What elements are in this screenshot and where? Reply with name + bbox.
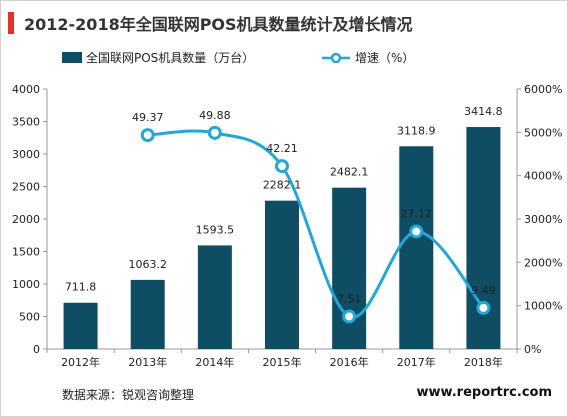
growth-point-2016年 (342, 309, 357, 324)
bar-2013年 (130, 279, 165, 349)
bar-value-label: 3414.8 (464, 105, 503, 118)
right-tick-label: 5000% (524, 126, 562, 139)
legend-line-marker (330, 52, 342, 64)
right-tick-label: 0% (524, 343, 541, 356)
bar-2015年 (265, 200, 299, 349)
left-tick-label: 0 (33, 343, 40, 356)
right-tick-label: 2000% (524, 256, 562, 269)
right-tick-label: 4000% (524, 170, 562, 183)
bar-value-label: 1063.2 (128, 258, 167, 271)
left-tick-label: 3500 (12, 116, 40, 129)
bar-value-label: 711.8 (65, 281, 97, 294)
bar-2012年 (63, 302, 98, 349)
legend-bar-label: 全国联网POS机具数量（万台） (86, 50, 254, 65)
x-tick-label: 2017年 (397, 355, 436, 369)
bar-value-label: 1593.5 (196, 223, 235, 236)
right-tick-label: 3000% (524, 213, 562, 226)
x-tick-label: 2018年 (464, 355, 503, 369)
growth-value-label: 9.49 (471, 284, 496, 297)
growth-value-label: 49.88 (199, 109, 231, 122)
left-tick-label: 2000 (12, 213, 40, 226)
growth-point-2015年 (275, 159, 289, 174)
left-tick-label: 1000 (12, 278, 40, 291)
title-accent-bar (8, 12, 14, 34)
growth-point-2014年 (207, 125, 222, 140)
bar-2018年 (466, 127, 501, 350)
bar-value-label: 2482.1 (330, 166, 369, 179)
growth-value-label: 49.37 (132, 111, 164, 124)
legend-bar-swatch (62, 52, 82, 63)
growth-value-label: 7.51 (337, 292, 362, 305)
bar-value-label: 3118.9 (397, 124, 436, 137)
x-tick-label: 2015年 (263, 355, 302, 369)
growth-point-2018年 (476, 300, 491, 315)
left-tick-label: 3000 (12, 148, 40, 161)
x-tick-label: 2012年 (61, 355, 100, 369)
bar-2017年 (399, 146, 434, 349)
growth-value-label: 27.12 (401, 207, 433, 220)
website-url: www.reportrc.com (416, 385, 552, 400)
chart-title: 2012-2018年全国联网POS机具数量统计及增长情况 (24, 15, 413, 34)
bar-2016年 (332, 187, 367, 349)
growth-point-2013年 (140, 128, 155, 143)
left-tick-label: 1500 (12, 246, 40, 259)
bar-2014年 (197, 245, 232, 349)
left-tick-label: 500 (19, 311, 40, 324)
left-tick-label: 2500 (12, 181, 40, 194)
x-tick-label: 2013年 (128, 355, 167, 369)
right-tick-label: 1000% (524, 300, 562, 313)
growth-point-2017年 (409, 224, 424, 239)
left-tick-label: 4000 (12, 83, 40, 96)
source-note: 数据来源：锐观咨询整理 (62, 388, 195, 402)
x-tick-label: 2014年 (195, 355, 234, 369)
legend-line-label: 增速（%） (355, 51, 414, 65)
right-tick-label: 6000% (524, 83, 562, 96)
x-tick-label: 2016年 (330, 355, 369, 369)
growth-value-label: 42.21 (266, 142, 298, 155)
